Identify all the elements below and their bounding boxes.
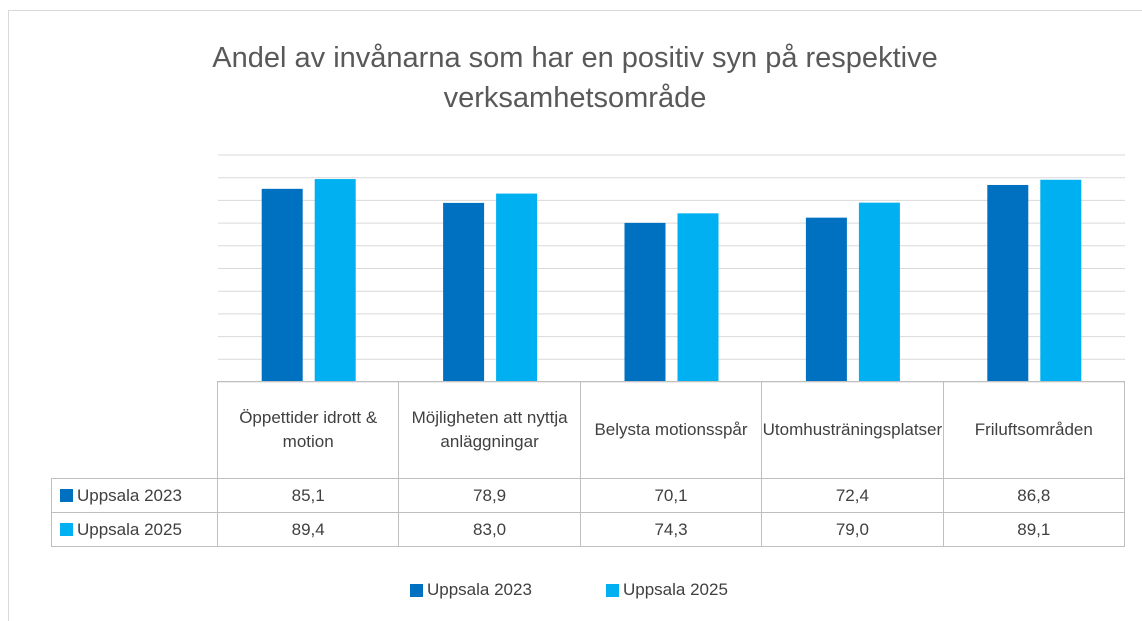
legend-swatch bbox=[60, 489, 73, 502]
legend-swatch bbox=[60, 523, 73, 536]
value-label: 89,1 bbox=[942, 512, 1125, 547]
legend-entry: Uppsala 2025 bbox=[606, 580, 728, 600]
chart-title: Andel av invånarna som har en positiv sy… bbox=[212, 42, 938, 114]
bar bbox=[1040, 179, 1082, 382]
legend-entry: Uppsala 2023 bbox=[410, 580, 532, 600]
legend-swatch bbox=[410, 583, 423, 597]
value-label: 89,4 bbox=[217, 512, 400, 547]
x-tick-label: Utomhusträningsplatser bbox=[761, 381, 944, 479]
x-tick-label: Öppettider idrott & motion bbox=[217, 381, 400, 479]
bar bbox=[677, 213, 719, 382]
value-label: 78,9 bbox=[398, 478, 581, 513]
value-label: 72,4 bbox=[761, 478, 944, 513]
bar bbox=[624, 222, 666, 382]
row-label-text: Uppsala 2025 bbox=[77, 519, 182, 539]
bar bbox=[261, 188, 303, 382]
legend-label: Uppsala 2023 bbox=[427, 580, 532, 599]
value-label: 85,1 bbox=[217, 478, 400, 513]
bar bbox=[805, 217, 847, 382]
bar bbox=[314, 179, 356, 382]
value-label: 70,1 bbox=[579, 478, 763, 513]
value-label: 86,8 bbox=[942, 478, 1125, 513]
frame bbox=[8, 10, 1142, 621]
bar bbox=[443, 202, 485, 382]
row-label: Uppsala 2023 bbox=[51, 478, 218, 513]
x-tick-label: Belysta motionsspår bbox=[579, 381, 763, 479]
x-tick-label: Friluftsområden bbox=[942, 381, 1125, 479]
value-label: 83,0 bbox=[398, 512, 581, 547]
value-label: 79,0 bbox=[761, 512, 944, 547]
row-label: Uppsala 2025 bbox=[51, 512, 218, 547]
x-tick-label: Möjligheten att nyttja anläggningar bbox=[398, 381, 581, 479]
legend-label: Uppsala 2025 bbox=[623, 580, 728, 599]
bar bbox=[987, 184, 1029, 382]
bar bbox=[496, 193, 538, 382]
bar bbox=[858, 202, 900, 382]
value-label: 74,3 bbox=[579, 512, 763, 547]
row-label-text: Uppsala 2023 bbox=[77, 485, 182, 505]
legend-swatch bbox=[606, 583, 619, 597]
